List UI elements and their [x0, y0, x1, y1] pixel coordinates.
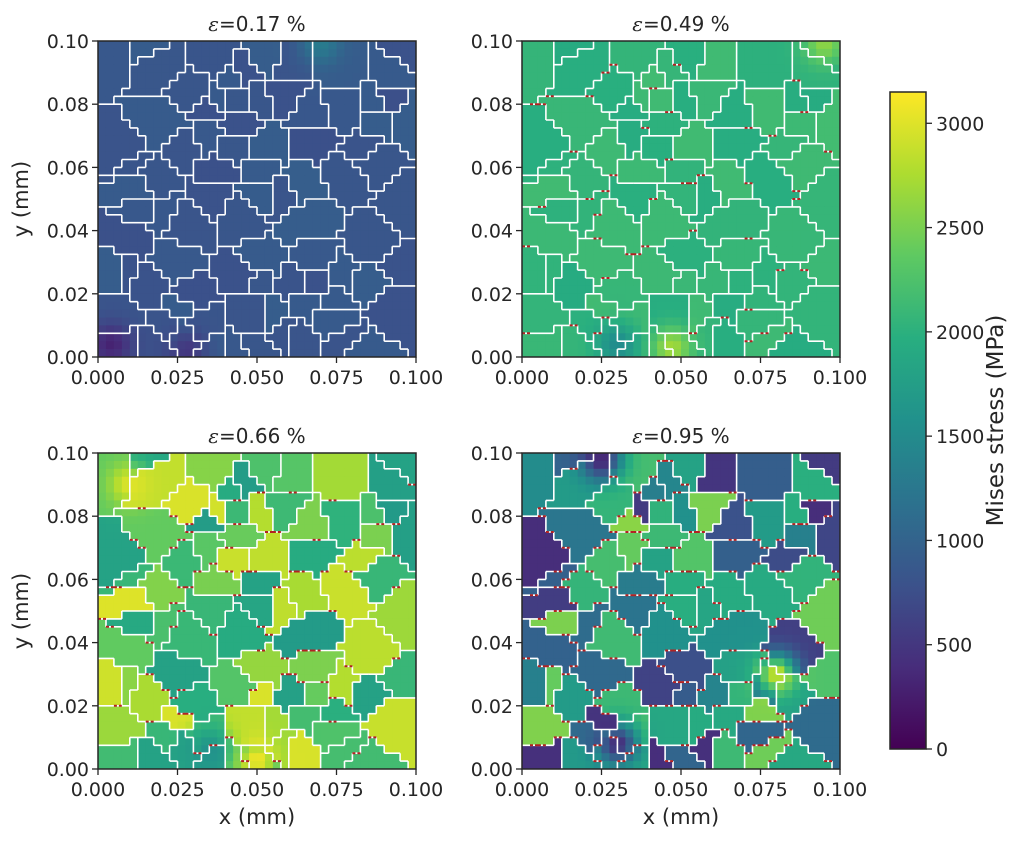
- panel-3: 0.000 0.025 0.050 0.075 0.100 0.00 0.02 0.04 0.0…: [9, 424, 443, 829]
- colorbar: 0 500 1000 1500 2000 2500 3000 Mises stress (MP…: [889, 91, 1009, 761]
- y-axis-label: y (mm): [9, 161, 33, 237]
- x-tick-label: 0.075: [309, 779, 363, 801]
- grain-boundaries: [98, 453, 416, 769]
- panel-1: 0.000 0.025 0.050 0.075 0.100 0.00 0.02 0.04 0.0…: [9, 12, 443, 389]
- panel-2: 0.000 0.025 0.050 0.075 0.100 0.00 0.02 0.04 0.0…: [471, 12, 868, 389]
- grain-boundaries: [98, 41, 416, 357]
- y-tick-label: 0.00: [471, 347, 513, 369]
- panel-title: ε=0.17 %: [208, 12, 305, 36]
- x-axis-label: x (mm): [643, 805, 719, 829]
- colorbar-tick-label: 3000: [936, 113, 984, 135]
- colorbar-tick-label: 2500: [936, 218, 984, 240]
- y-tick-label: 0.02: [47, 284, 89, 306]
- y-tick-label: 0.02: [471, 284, 513, 306]
- x-tick-label: 0.000: [71, 779, 125, 801]
- x-tick-label: 0.000: [495, 779, 549, 801]
- colorbar-tick-label: 1000: [936, 530, 984, 552]
- stress-field: [522, 41, 840, 357]
- y-tick-label: 0.00: [47, 347, 89, 369]
- x-tick-label: 0.000: [71, 367, 125, 389]
- x-tick-label: 0.100: [813, 779, 867, 801]
- x-tick-label: 0.100: [389, 367, 443, 389]
- x-tick-label: 0.025: [150, 779, 204, 801]
- y-tick-label: 0.06: [47, 569, 89, 591]
- x-tick-label: 0.025: [574, 779, 628, 801]
- y-tick-label: 0.10: [471, 443, 513, 465]
- x-tick-label: 0.050: [230, 367, 284, 389]
- y-tick-label: 0.06: [47, 157, 89, 179]
- x-tick-label: 0.075: [733, 367, 787, 389]
- grain-boundaries: [522, 453, 840, 769]
- y-tick-label: 0.04: [47, 221, 89, 243]
- x-tick-label: 0.000: [495, 367, 549, 389]
- panel-title: ε=0.49 %: [632, 12, 729, 36]
- y-tick-label: 0.08: [471, 506, 513, 528]
- y-tick-label: 0.06: [471, 157, 513, 179]
- y-tick-label: 0.02: [47, 696, 89, 718]
- panel-4: 0.000 0.025 0.050 0.075 0.100 0.00 0.02 0.04 0.0…: [471, 424, 868, 829]
- y-tick-label: 0.02: [471, 696, 513, 718]
- colorbar-tick-label: 1500: [936, 426, 984, 448]
- y-tick-label: 0.00: [471, 759, 513, 781]
- y-tick-label: 0.08: [47, 506, 89, 528]
- x-tick-label: 0.100: [389, 779, 443, 801]
- colorbar-tick-label: 0: [936, 739, 948, 761]
- panel-title: ε=0.95 %: [632, 424, 729, 448]
- colorbar-label: Mises stress (MPa): [983, 315, 1009, 527]
- stress-field: [98, 41, 416, 357]
- stress-field: [522, 453, 840, 769]
- panel-title: ε=0.66 %: [208, 424, 305, 448]
- colorbar-gradient: [889, 91, 927, 750]
- y-tick-label: 0.04: [471, 221, 513, 243]
- colorbar-tick-label: 2000: [936, 322, 984, 344]
- y-tick-label: 0.04: [471, 633, 513, 655]
- x-axis-label: x (mm): [219, 805, 295, 829]
- y-tick-label: 0.10: [47, 443, 89, 465]
- y-tick-label: 0.08: [47, 94, 89, 116]
- y-tick-label: 0.00: [47, 759, 89, 781]
- y-tick-label: 0.10: [471, 31, 513, 53]
- x-tick-label: 0.025: [150, 367, 204, 389]
- y-tick-label: 0.10: [47, 31, 89, 53]
- grain-boundaries: [522, 41, 840, 357]
- colorbar-tick-label: 500: [936, 635, 972, 657]
- x-tick-label: 0.075: [309, 367, 363, 389]
- x-tick-label: 0.050: [230, 779, 284, 801]
- x-tick-label: 0.050: [654, 367, 708, 389]
- y-axis-label: y (mm): [9, 573, 33, 649]
- y-tick-label: 0.06: [471, 569, 513, 591]
- x-tick-label: 0.050: [654, 779, 708, 801]
- stress-field: [98, 453, 416, 769]
- y-tick-label: 0.08: [471, 94, 513, 116]
- x-tick-label: 0.025: [574, 367, 628, 389]
- x-tick-label: 0.100: [813, 367, 867, 389]
- x-tick-label: 0.075: [733, 779, 787, 801]
- y-tick-label: 0.04: [47, 633, 89, 655]
